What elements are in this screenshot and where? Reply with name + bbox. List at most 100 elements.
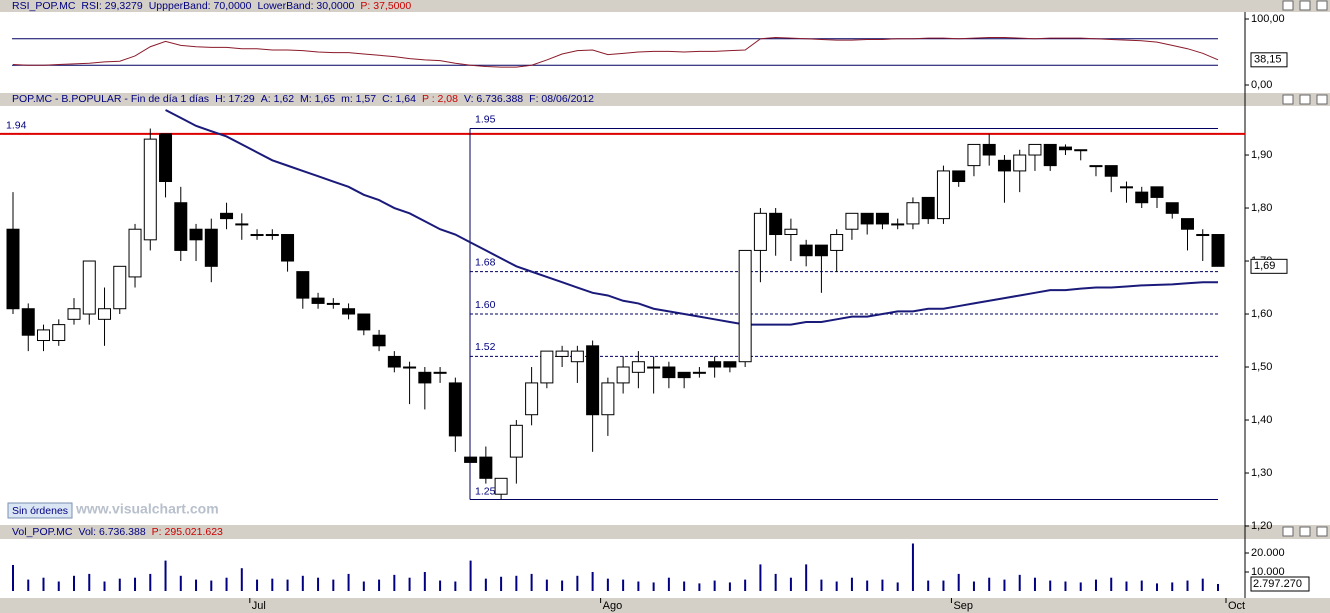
candle-body — [372, 334, 386, 347]
candle-body — [662, 366, 676, 379]
candle-body — [1165, 202, 1179, 214]
candle-body — [631, 361, 645, 373]
x-tick-label: Sep — [953, 600, 973, 612]
candle-body — [845, 212, 859, 230]
candle-body — [616, 366, 630, 384]
y-tick-label: 10.000 — [1251, 566, 1285, 578]
candle-body — [860, 212, 874, 225]
candle-body — [570, 350, 584, 363]
panel-header-text: P: 295.021.623 — [152, 526, 223, 538]
candle-body — [1043, 143, 1057, 167]
panel-header-text: H: 17:29 — [215, 93, 255, 105]
candle-body — [708, 361, 722, 368]
candle-body — [1089, 165, 1103, 168]
x-axis-bar — [0, 598, 1330, 613]
candle-body — [982, 143, 996, 156]
candle-body — [82, 260, 96, 315]
candle-body — [906, 202, 920, 225]
candle-body — [1074, 149, 1088, 152]
candle-body — [738, 249, 752, 363]
candle-body — [784, 228, 798, 236]
moving-average — [165, 109, 1218, 326]
fib-label: 1.25 — [475, 485, 496, 497]
candle-body — [936, 170, 950, 220]
candle-body — [479, 456, 493, 479]
candle-body — [1104, 165, 1118, 177]
fib-label: 1.60 — [475, 299, 496, 311]
panel-header-text: RSI: 29,3279 — [81, 0, 142, 12]
candle-body — [21, 308, 35, 336]
panel-header-text: V: 6.736.388 — [464, 93, 523, 105]
maximize-button[interactable] — [1299, 94, 1311, 105]
candle-body — [525, 382, 539, 416]
panel-header-text: m: 1,57 — [341, 93, 376, 105]
candle-body — [692, 371, 706, 374]
panel-header-text: UppperBand: 70,0000 — [149, 0, 252, 12]
candle-body — [967, 143, 981, 167]
resistance-label: 1.94 — [6, 120, 27, 132]
orders-button[interactable] — [7, 502, 73, 519]
candle-body — [799, 244, 813, 257]
candle-body — [418, 371, 432, 384]
candle-body — [1013, 154, 1027, 172]
candle-body — [37, 329, 51, 342]
panel-header-text: F: 08/06/2012 — [529, 93, 594, 105]
header-bar — [0, 0, 1330, 12]
close-button[interactable] — [1316, 526, 1328, 537]
candle-body — [586, 345, 600, 416]
candle-body — [1180, 218, 1194, 230]
maximize-button[interactable] — [1299, 0, 1311, 11]
watermark: www.visualchart.com — [75, 501, 219, 517]
candle-body — [723, 361, 737, 368]
panel-header-text: POP.MC - B.POPULAR - Fin de día 1 días — [12, 93, 209, 105]
candle-body — [67, 308, 81, 320]
candle-body — [143, 138, 157, 241]
candle-body — [128, 228, 142, 278]
candle-body — [174, 202, 188, 251]
candle-body — [1058, 146, 1072, 151]
candle-body — [448, 382, 462, 437]
close-button[interactable] — [1316, 94, 1328, 105]
candle-body — [1028, 143, 1042, 156]
candle-body — [1211, 234, 1225, 267]
candle-body — [540, 350, 554, 384]
fib-label: 1.68 — [475, 256, 496, 268]
panel-header-text: Vol: 6.736.388 — [79, 526, 146, 538]
candle-body — [342, 308, 356, 315]
minimize-button[interactable] — [1282, 0, 1294, 11]
candle-body — [52, 324, 66, 342]
maximize-button[interactable] — [1299, 526, 1311, 537]
window-buttons — [1282, 0, 1328, 537]
rsi-line — [12, 36, 1219, 68]
candle-body — [677, 371, 691, 379]
minimize-button[interactable] — [1282, 526, 1294, 537]
candle-body — [830, 234, 844, 251]
minimize-button[interactable] — [1282, 94, 1294, 105]
candle-body — [250, 234, 264, 237]
candle-body — [159, 133, 173, 183]
panel-header-text: M: 1,65 — [300, 93, 335, 105]
candle-body — [113, 265, 127, 310]
candle-body — [387, 355, 401, 368]
x-tick-label: Jul — [252, 600, 266, 612]
close-button[interactable] — [1316, 0, 1328, 11]
candle-body — [509, 424, 523, 458]
last-value-tag — [1250, 576, 1310, 592]
candle-body — [281, 234, 295, 262]
fib-label: 1.52 — [475, 341, 496, 353]
x-tick-label: Oct — [1228, 600, 1245, 612]
candle-body — [753, 212, 767, 251]
y-tick-label: 1,40 — [1251, 414, 1272, 426]
candle-body — [296, 271, 310, 299]
y-tick-label: 100,00 — [1251, 13, 1285, 25]
candle-body — [647, 366, 661, 369]
candle-body — [875, 212, 889, 225]
orders-button-label: Sin órdenes — [12, 505, 68, 517]
panel-header-text: LowerBand: 30,0000 — [257, 0, 354, 12]
y-tick-label: 1,60 — [1251, 308, 1272, 320]
panel-header-text: Vol_POP.MC — [12, 526, 73, 538]
candle-body — [357, 313, 371, 331]
panel-header-text: RSI_POP.MC — [12, 0, 76, 12]
y-tick-label: 0,00 — [1251, 79, 1272, 91]
